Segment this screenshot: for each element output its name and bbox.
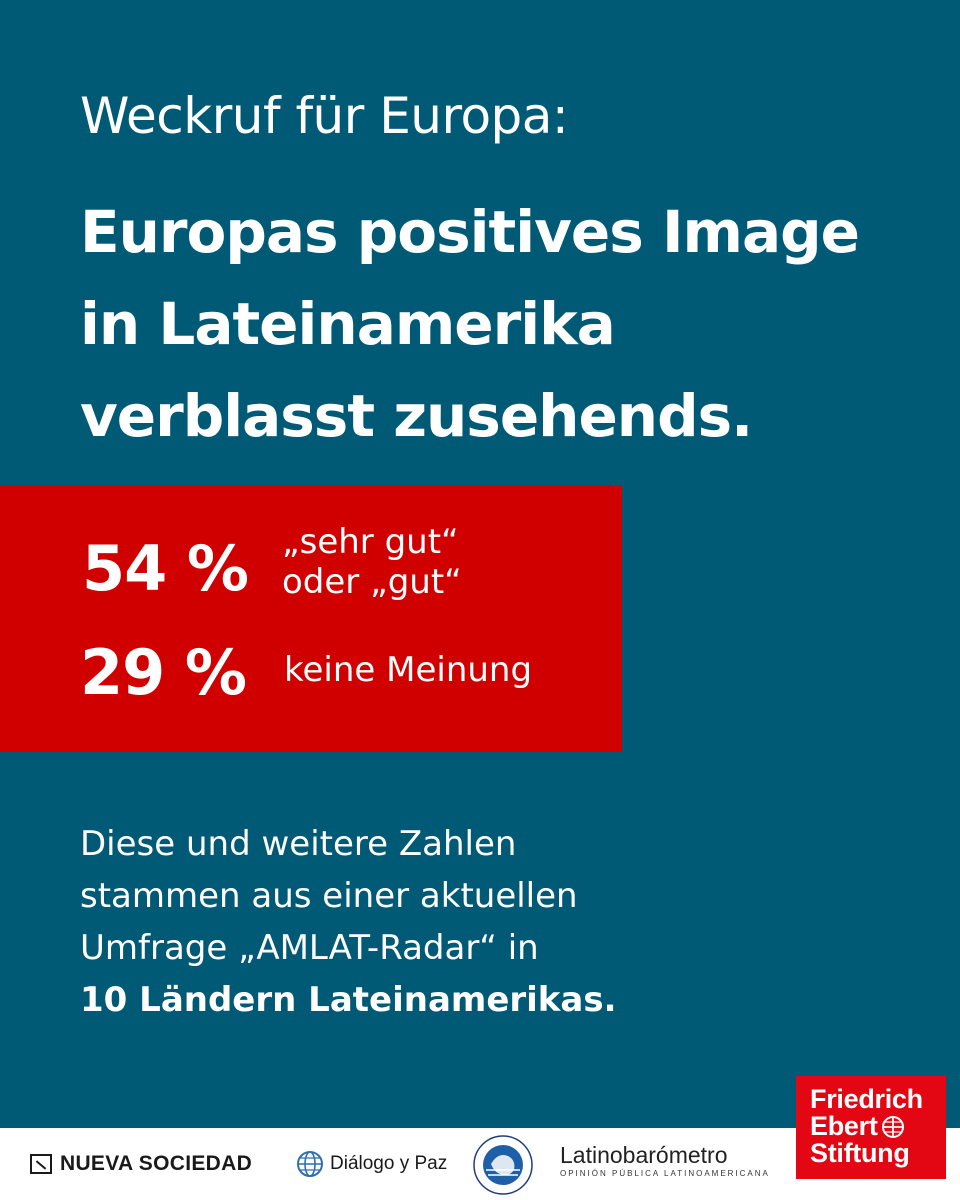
headline-line: in Lateinamerika	[80, 290, 616, 358]
dialogo-y-paz-logo: Diálogo y Paz	[296, 1150, 447, 1178]
nueva-sociedad-name: NUEVA SOCIEDAD	[60, 1152, 253, 1175]
stat-label: „sehr gut“ oder „gut“	[282, 522, 462, 602]
headline-line: verblasst zusehends.	[80, 382, 753, 450]
stats-panel: 54 % „sehr gut“ oder „gut“ 29 % keine Me…	[0, 486, 622, 752]
fes-globe-icon	[881, 1115, 904, 1138]
globe-icon	[297, 1151, 323, 1177]
fes-logo: Friedrich Ebert Stiftung	[796, 1076, 946, 1179]
nueva-sociedad-logo-icon	[30, 1154, 52, 1174]
latinobarometro-name: Latinobarómetro	[560, 1142, 728, 1168]
stat-label-line: keine Meinung	[284, 650, 533, 690]
latinobarometro-seal-icon	[472, 1134, 534, 1196]
body-bold-line: 10 Ländern Lateinamerikas.	[80, 980, 617, 1020]
stat-value: 29 %	[80, 636, 247, 709]
body-line: Diese und weitere Zahlen	[80, 824, 517, 864]
fes-logo-line: Ebert	[810, 1111, 878, 1141]
body-line: stammen aus einer aktuellen	[80, 876, 578, 916]
nueva-sociedad-logo: NUEVA SOCIEDAD	[30, 1152, 252, 1176]
stat-label: keine Meinung	[284, 650, 532, 690]
fes-logo-line: Stiftung	[810, 1138, 910, 1168]
fes-logo-line-ebert: Ebert	[810, 1113, 946, 1140]
stat-label-line: „sehr gut“	[282, 522, 459, 562]
dialogo-y-paz-name: Diálogo y Paz	[330, 1153, 448, 1174]
latinobarometro-logo: Latinobarómetro OPINIÓN PÚBLICA LATINOAM…	[560, 1142, 770, 1178]
headline-line: Europas positives Image	[80, 198, 860, 266]
body-line: Umfrage „AMLAT-Radar“ in	[80, 928, 539, 968]
stat-label-line: oder „gut“	[282, 562, 462, 602]
body-text: Diese und weitere Zahlen stammen aus ein…	[80, 818, 617, 1026]
stat-value: 54 %	[82, 532, 249, 605]
headline: Europas positives Image in Lateinamerika…	[80, 186, 860, 462]
fes-logo-line: Friedrich	[810, 1084, 923, 1114]
latinobarometro-tagline: OPINIÓN PÚBLICA LATINOAMERICANA	[560, 1169, 770, 1178]
subtitle: Weckruf für Europa:	[80, 87, 569, 145]
